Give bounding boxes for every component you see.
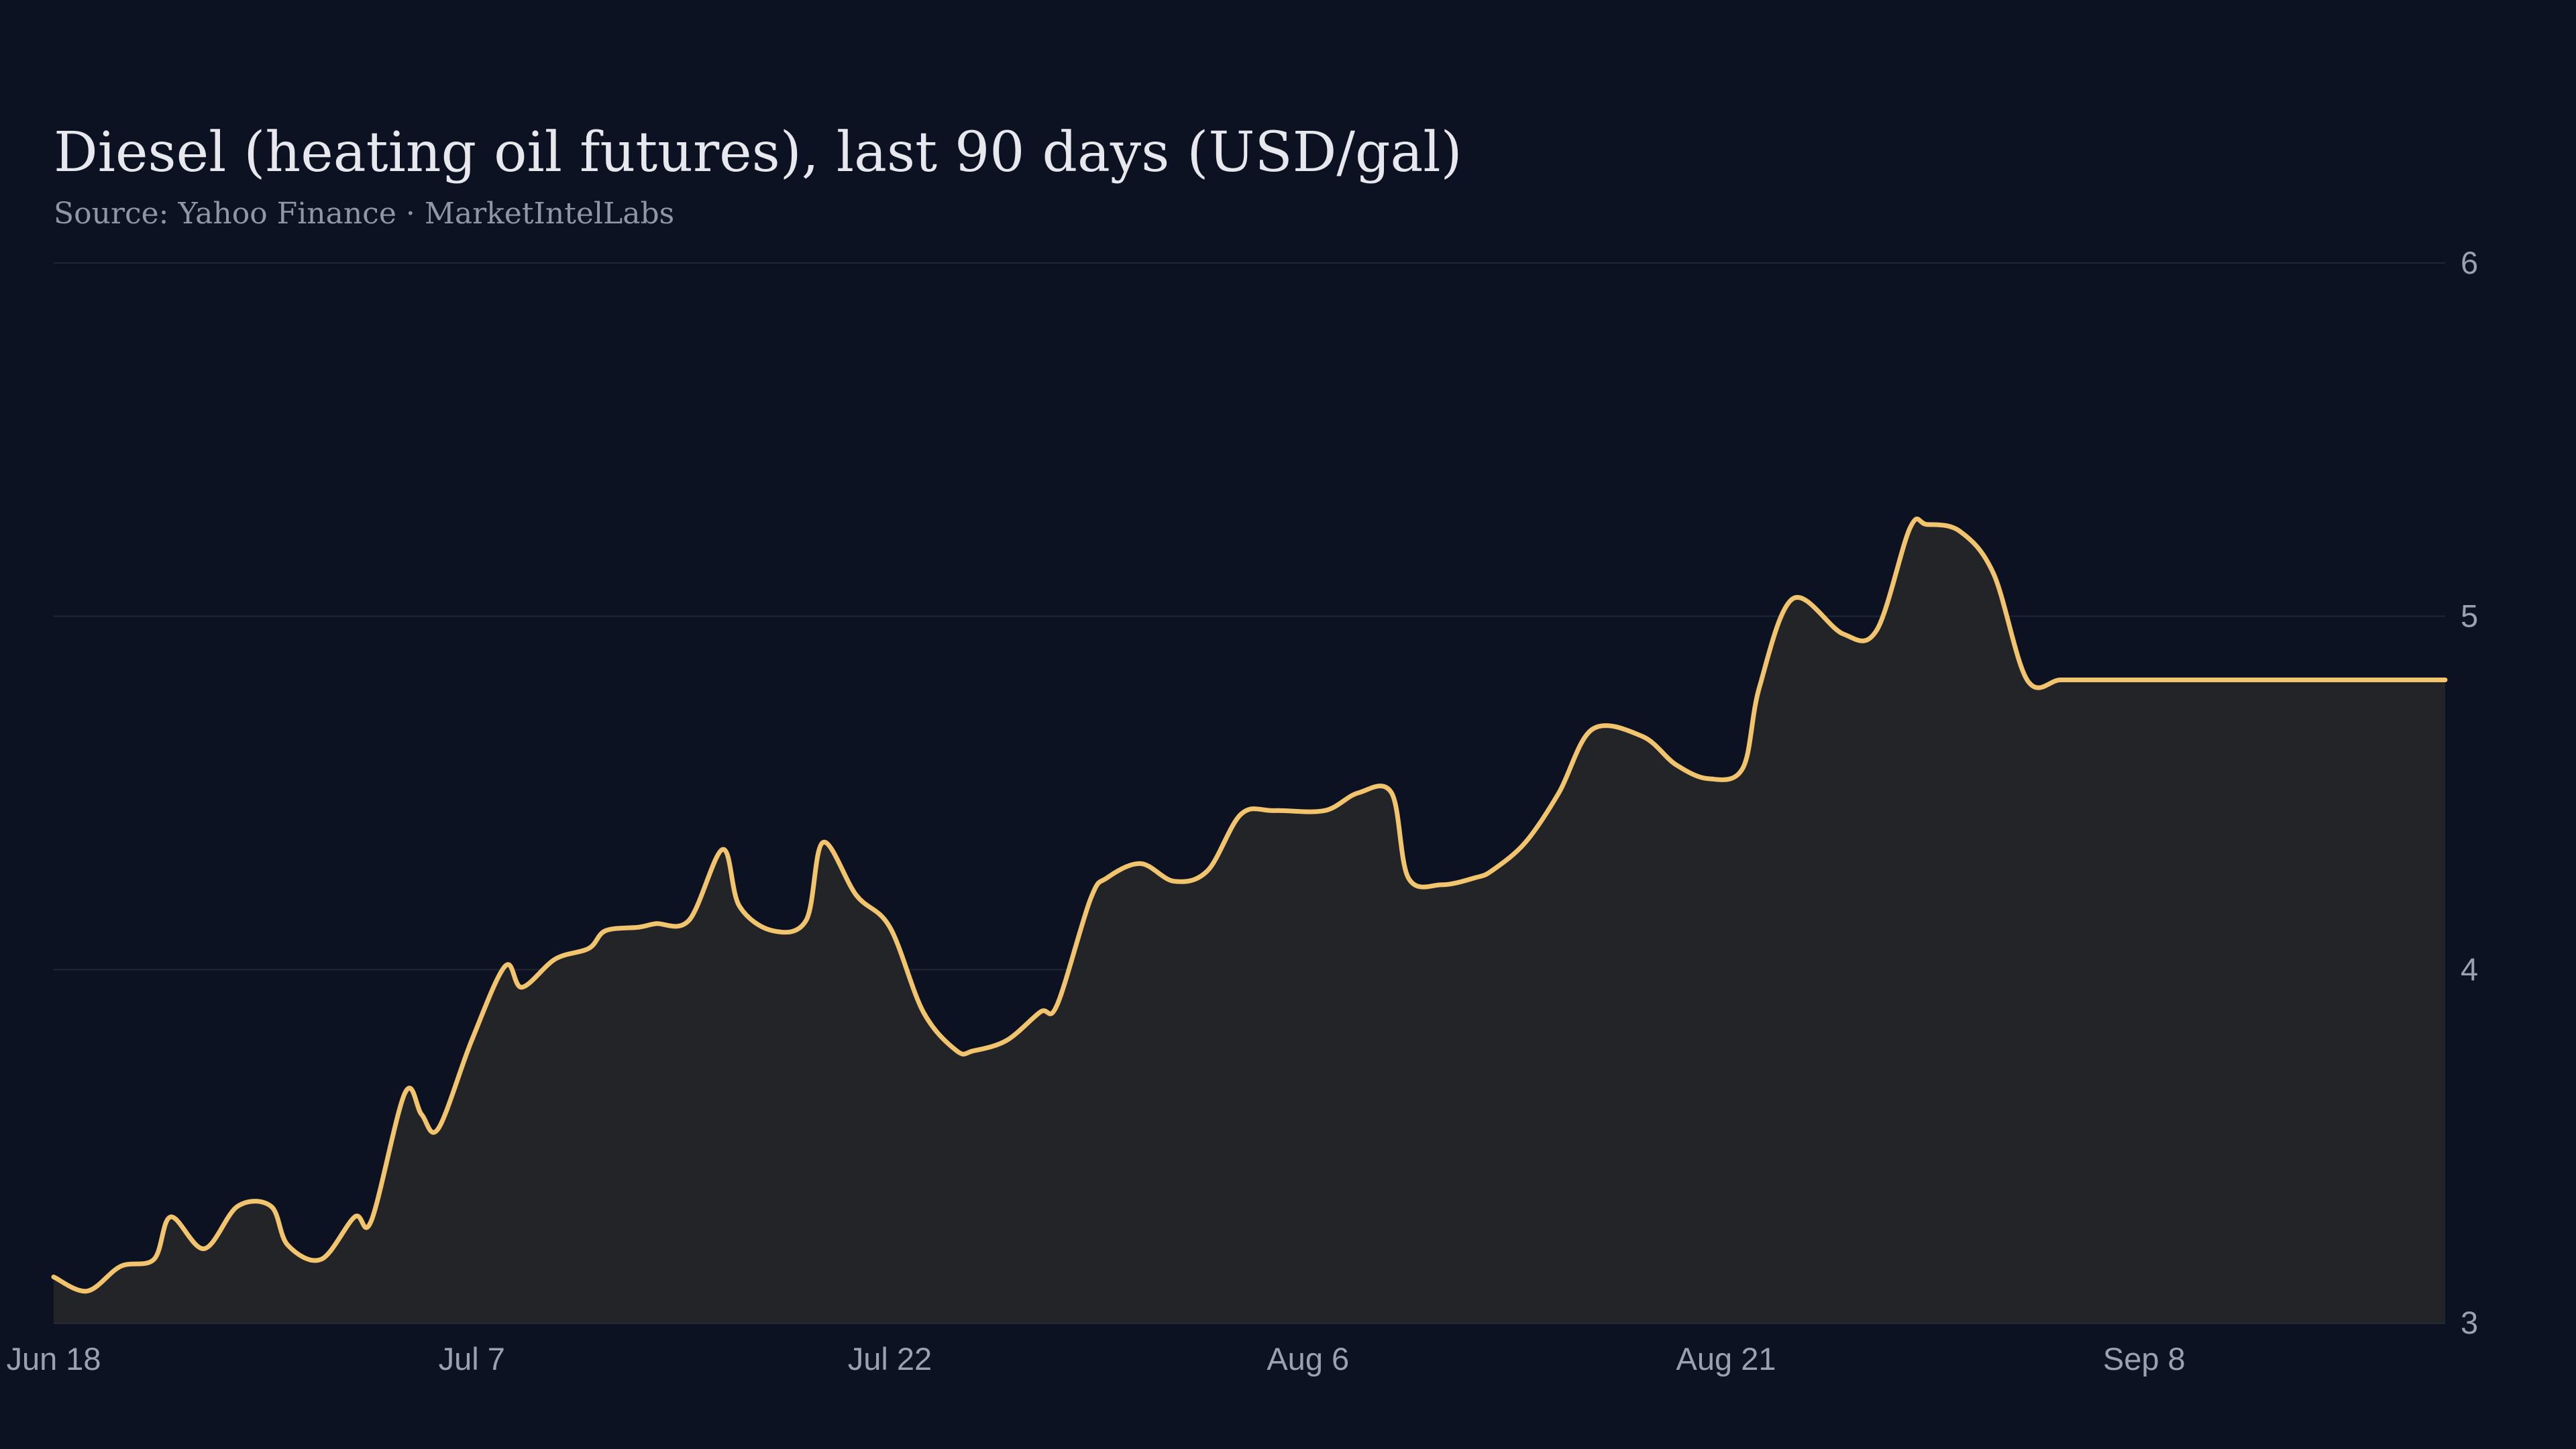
x-tick-label: Aug 21 <box>1676 1341 1776 1377</box>
x-tick-label: Jul 22 <box>848 1341 932 1377</box>
x-tick-label: Jul 7 <box>439 1341 505 1377</box>
area-fill <box>54 519 2445 1323</box>
chart-title: Diesel (heating oil futures), last 90 da… <box>54 121 1462 184</box>
x-axis: Jun 18 Jul 7 Jul 22 Aug 6 Aug 21 Sep 8 <box>6 1341 2185 1377</box>
y-tick-label: 6 <box>2461 245 2478 280</box>
chart-subtitle: Source: Yahoo Finance · MarketIntelLabs <box>54 197 674 231</box>
y-tick-label: 4 <box>2461 951 2478 987</box>
x-tick-label: Jun 18 <box>6 1341 101 1377</box>
area-layer <box>54 519 2445 1323</box>
x-tick-label: Sep 8 <box>2103 1341 2186 1377</box>
line-layer <box>51 517 2448 1294</box>
y-axis: 3 4 5 6 <box>2461 245 2478 1340</box>
series-line <box>51 517 2448 1294</box>
y-tick-label: 5 <box>2461 598 2478 634</box>
x-tick-label: Aug 6 <box>1267 1341 1349 1377</box>
y-tick-label: 3 <box>2461 1305 2478 1340</box>
